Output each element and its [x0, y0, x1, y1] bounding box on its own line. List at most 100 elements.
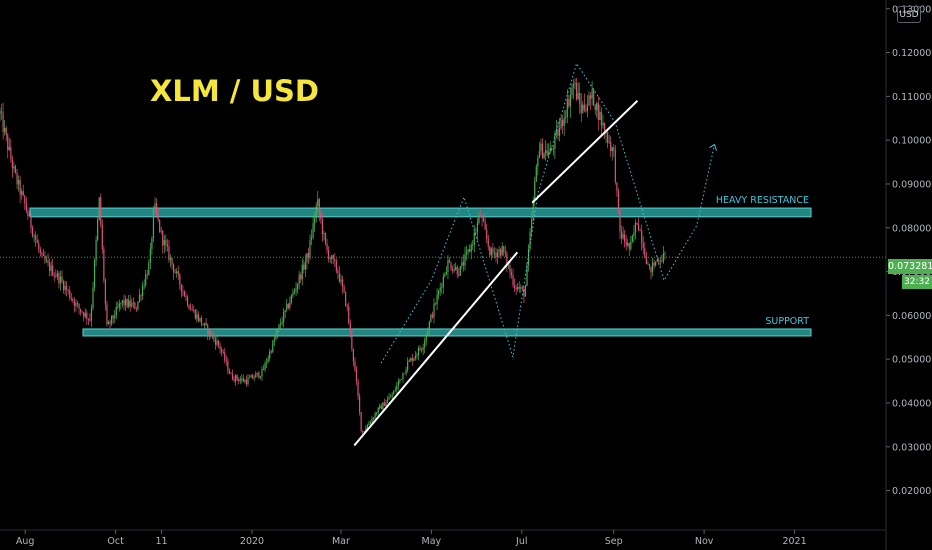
candle-body: [610, 142, 612, 152]
candle-body: [179, 274, 181, 285]
candle-body: [188, 305, 190, 309]
candle-body: [486, 229, 488, 239]
candle-body: [661, 261, 663, 263]
candle-body: [64, 285, 66, 290]
candle-body: [524, 285, 527, 297]
candle-body: [465, 251, 468, 255]
candle-body: [538, 151, 540, 158]
candle-body: [76, 302, 79, 305]
candle-body: [27, 210, 29, 217]
candle-body: [269, 351, 271, 359]
candle-body: [7, 135, 9, 150]
candle-body: [279, 323, 282, 325]
candle-body: [349, 322, 351, 333]
candle-body: [185, 296, 187, 298]
currency-badge[interactable]: USD: [897, 6, 921, 23]
zone-resistance: [29, 207, 812, 218]
candle-body: [120, 302, 122, 304]
candle-body: [2, 112, 4, 132]
candle-body: [135, 308, 137, 310]
candle-body: [321, 219, 323, 234]
candle-body: [199, 317, 201, 321]
candle-body: [230, 373, 232, 375]
time-tick-label: 11: [156, 536, 168, 547]
candle-body: [83, 312, 85, 317]
candle-body: [250, 375, 252, 378]
candle-body: [529, 231, 531, 250]
candle-body: [341, 279, 344, 287]
candle-body: [72, 299, 74, 301]
candle-body: [368, 423, 370, 426]
candle-body: [510, 272, 513, 276]
candle-body: [388, 397, 390, 400]
candle-body: [379, 405, 381, 408]
candle-body: [560, 120, 562, 128]
candle-body: [617, 190, 620, 211]
candle-body: [402, 373, 404, 380]
candle-body: [607, 132, 609, 143]
candle-body: [154, 203, 156, 210]
candle-body: [600, 111, 602, 126]
candle-body: [253, 377, 255, 379]
candle-body: [202, 324, 204, 326]
candle-body: [620, 231, 623, 239]
candle-body: [631, 235, 633, 242]
candle-body: [481, 216, 483, 219]
candle-body: [543, 153, 545, 158]
candle-body: [563, 118, 565, 126]
candle-body: [231, 373, 234, 380]
candle-body: [196, 314, 198, 319]
candle-body: [566, 99, 568, 117]
candle-body: [396, 385, 398, 391]
candle-body: [100, 197, 102, 225]
candle-body: [390, 396, 392, 398]
candle-body: [151, 238, 153, 250]
candle-body: [52, 265, 54, 276]
candle-body: [35, 235, 37, 240]
candle-body: [541, 143, 544, 158]
candle-body: [425, 334, 427, 341]
candle-body: [140, 295, 142, 296]
candle-body: [317, 199, 319, 206]
candle-body: [25, 203, 27, 211]
candle-body: [523, 288, 525, 297]
candle-body: [276, 328, 279, 335]
candle-body: [569, 95, 571, 107]
candle-body: [233, 379, 235, 381]
candle-body: [326, 243, 328, 251]
candle-body: [504, 252, 506, 254]
candle-body: [509, 265, 511, 273]
candle-body: [118, 303, 120, 308]
candle-body: [498, 249, 500, 253]
candle-body: [586, 105, 589, 112]
candle-body: [275, 334, 277, 340]
candle-body: [514, 285, 516, 288]
candle-body: [155, 203, 158, 214]
candle-body: [216, 340, 218, 345]
candle-body: [13, 166, 15, 169]
candle-body: [266, 362, 268, 364]
candle-body: [518, 286, 520, 289]
candle-body: [272, 341, 274, 353]
candle-body: [659, 261, 661, 263]
candle-body: [589, 95, 592, 99]
candle-body: [413, 357, 415, 362]
candle-body: [633, 232, 635, 236]
candle-body: [400, 379, 403, 380]
candle-body: [537, 157, 539, 167]
time-axis[interactable]: Aug Oct 11 2020 Mar May Jul Sep Nov 2021: [0, 529, 886, 547]
candle-body: [221, 349, 223, 353]
candle-body: [160, 230, 162, 232]
candle-body: [33, 235, 35, 237]
candle-body: [183, 291, 186, 297]
candle-body: [256, 372, 258, 374]
candle-body: [56, 273, 58, 277]
candle-body: [128, 300, 130, 307]
candle-body: [97, 219, 99, 241]
candle-body: [456, 267, 458, 275]
candle-body: [597, 103, 599, 121]
candle-body: [478, 215, 480, 224]
